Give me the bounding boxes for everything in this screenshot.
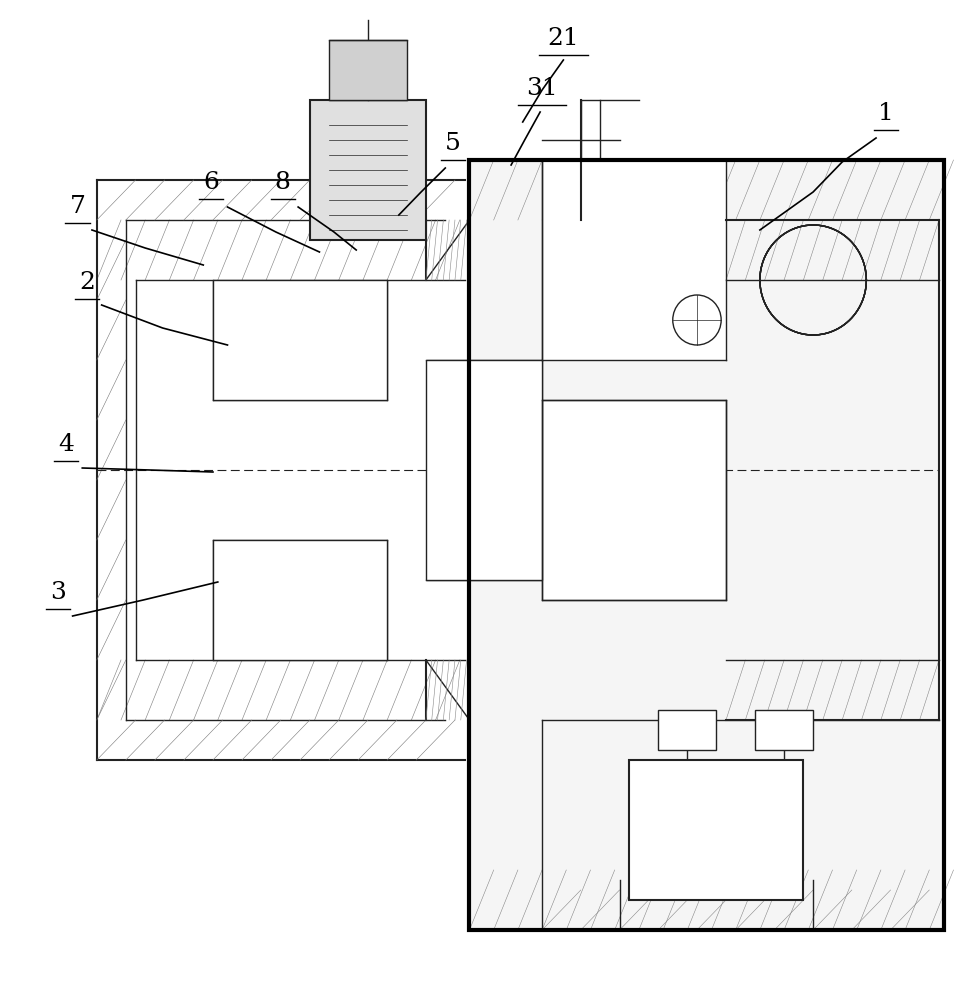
Bar [629, 760, 803, 900]
Bar [77, 60, 939, 930]
Bar [77, 60, 939, 930]
Bar [469, 160, 944, 930]
Bar [542, 400, 726, 600]
Text: 31: 31 [527, 77, 558, 100]
Circle shape [673, 295, 721, 345]
Text: 6: 6 [203, 171, 219, 194]
Text: 4: 4 [58, 433, 74, 456]
Bar [213, 540, 387, 660]
Text: 8: 8 [275, 171, 290, 194]
Bar [310, 100, 426, 240]
Text: 2: 2 [79, 271, 95, 294]
Text: 1: 1 [878, 102, 893, 125]
Bar [426, 360, 542, 580]
Bar [469, 160, 944, 930]
Text: 7: 7 [70, 195, 85, 218]
Bar [658, 710, 716, 750]
Text: 3: 3 [50, 581, 66, 604]
Bar [542, 160, 726, 360]
Text: 5: 5 [445, 132, 461, 155]
Bar [755, 710, 813, 750]
Bar [329, 40, 407, 100]
Text: 21: 21 [548, 27, 579, 50]
Bar [213, 280, 387, 400]
